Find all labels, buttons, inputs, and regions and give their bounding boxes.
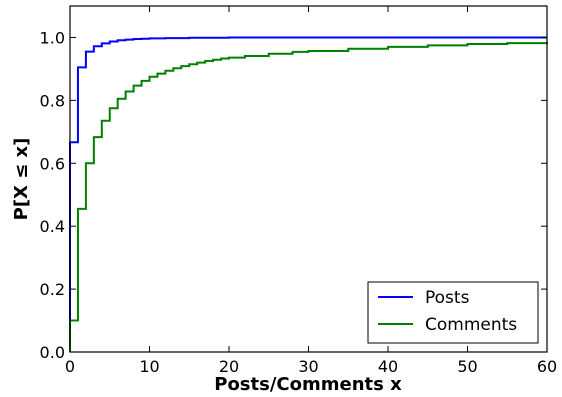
y-tick-label: 0.0 [40, 343, 65, 362]
x-axis-title: Posts/Comments x [214, 374, 402, 395]
series-line-posts [69, 36, 547, 352]
legend-box [367, 281, 539, 344]
ticks-layer: 0 10 20 30 40 50 60 0.0 0.2 0.4 0.6 0.8 1.0 [40, 6, 557, 376]
x-tick-label: 10 [139, 357, 159, 376]
legend-label-posts: Posts [425, 288, 470, 308]
series-line-comments [69, 42, 548, 352]
y-tick-label: 0.6 [40, 154, 65, 173]
y-tick-label: 0.2 [40, 280, 65, 299]
x-tick-label: 20 [219, 357, 239, 376]
x-tick-label: 0 [65, 357, 75, 376]
y-tick-label: 0.8 [40, 91, 65, 110]
series-layer [69, 36, 548, 352]
legend: Posts Comments [367, 281, 539, 344]
y-tick-label: 1.0 [40, 28, 65, 47]
x-tick-label: 50 [457, 357, 477, 376]
x-tick-label: 30 [298, 357, 318, 376]
x-tick-label: 60 [537, 357, 557, 376]
y-tick-label: 0.4 [40, 217, 65, 236]
x-tick-label: 40 [378, 357, 398, 376]
legend-label-comments: Comments [425, 315, 517, 335]
y-axis-title: P[X ≤ x] [11, 138, 32, 221]
